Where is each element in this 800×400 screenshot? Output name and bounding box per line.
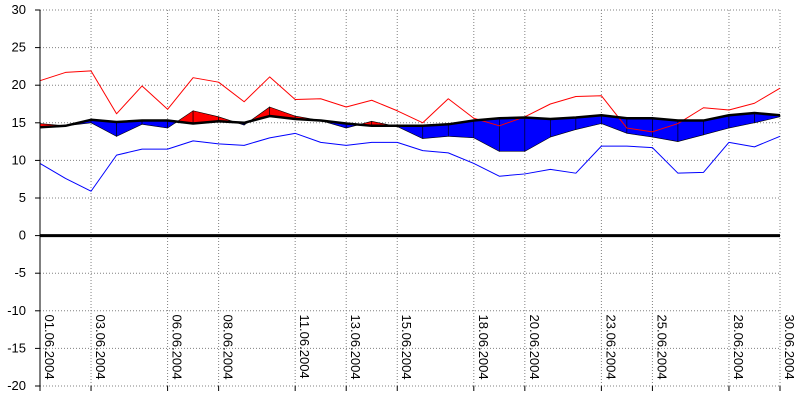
x-tick-label: 03.06.2004 xyxy=(93,315,108,380)
cold-deviation-area xyxy=(677,120,704,142)
x-tick-label: 20.06.2004 xyxy=(527,315,542,380)
cold-deviation-area xyxy=(473,117,500,152)
x-tick-label: 06.06.2004 xyxy=(170,315,185,380)
y-tick-label: 25 xyxy=(12,40,26,55)
y-tick-label: 15 xyxy=(12,115,26,130)
y-tick-label: -5 xyxy=(14,265,26,280)
y-tick-label: 30 xyxy=(12,2,26,17)
x-tick-label: 25.06.2004 xyxy=(654,315,669,380)
y-tick-label: 0 xyxy=(19,228,26,243)
y-tick-label: 5 xyxy=(19,190,26,205)
x-tick-label: 18.06.2004 xyxy=(476,315,491,380)
cold-deviation-area xyxy=(550,117,577,138)
blue-series-line xyxy=(39,132,781,192)
x-tick-label: 28.06.2004 xyxy=(731,315,746,380)
cold-deviation-area xyxy=(652,117,679,142)
red-series-line xyxy=(39,70,781,133)
black-series-line xyxy=(39,111,781,129)
x-tick-label: 23.06.2004 xyxy=(603,315,618,380)
deviation-areas xyxy=(39,106,781,152)
x-tick-label: 30.06.2004 xyxy=(782,315,797,380)
tick-labels: 30 25 20 15 10 5 0 -5 -10 -15 -20 01.06.2004 03.06.2… xyxy=(7,2,797,393)
y-tick-label: 10 xyxy=(12,152,26,167)
y-tick-label: -15 xyxy=(7,340,26,355)
cold-deviation-area xyxy=(396,125,424,140)
series-lines xyxy=(39,70,781,192)
cold-deviation-area xyxy=(524,117,551,152)
x-tick-label: 13.06.2004 xyxy=(348,315,363,380)
cold-deviation-area xyxy=(499,117,526,152)
y-tick-label: -20 xyxy=(7,378,26,393)
x-tick-label: 15.06.2004 xyxy=(399,315,414,380)
cold-deviation-area xyxy=(626,117,653,138)
y-tick-label: 20 xyxy=(12,77,26,92)
x-tick-label: 01.06.2004 xyxy=(42,315,57,380)
axes xyxy=(35,9,781,391)
y-tick-label: -10 xyxy=(7,303,26,318)
x-tick-label: 08.06.2004 xyxy=(221,315,236,380)
x-tick-label: 11.06.2004 xyxy=(297,315,312,379)
